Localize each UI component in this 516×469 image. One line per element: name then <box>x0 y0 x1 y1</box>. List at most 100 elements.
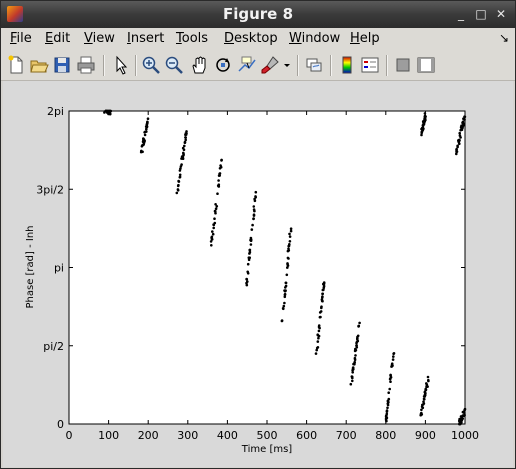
window-title: Figure 8 <box>222 5 294 23</box>
data-point <box>247 258 251 262</box>
data-point <box>391 358 395 361</box>
edit-plot-arrow-icon[interactable] <box>111 55 131 75</box>
data-point <box>142 142 145 146</box>
close-button[interactable]: ✕ <box>495 7 507 21</box>
data-point <box>288 243 291 246</box>
data-point <box>462 414 466 418</box>
y-tick-label: 2pi <box>47 105 64 118</box>
data-point <box>420 413 424 416</box>
x-tick-label: 500 <box>257 429 278 442</box>
data-point <box>245 283 249 287</box>
x-axis-label: Time [ms] <box>241 444 293 455</box>
data-point <box>426 375 430 379</box>
legend-icon[interactable] <box>360 55 380 75</box>
toolbar-separator <box>297 55 299 76</box>
data-point <box>316 346 320 349</box>
data-point <box>385 416 389 420</box>
data-point <box>282 307 285 311</box>
data-point <box>424 391 427 395</box>
zoom-out-icon[interactable] <box>164 55 184 75</box>
data-point <box>385 419 388 423</box>
data-point <box>459 418 462 422</box>
x-tick-label: 800 <box>375 429 396 442</box>
print-icon[interactable] <box>76 55 96 75</box>
data-point <box>220 158 223 162</box>
zoom-in-icon[interactable] <box>141 55 161 75</box>
y-axis-label: Phase [rad] - Inh <box>25 225 36 308</box>
colorbar-icon[interactable] <box>337 55 357 75</box>
pan-hand-icon[interactable] <box>189 55 209 75</box>
maximize-button[interactable]: □ <box>475 7 487 21</box>
data-point <box>252 205 256 208</box>
menu-insert[interactable]: Insert <box>127 31 165 46</box>
menu-window[interactable]: Window <box>289 31 341 46</box>
plot-svg: 0 100 200 300 400 500 600 700 800 900 1000 0 pi/2 pi 3… <box>25 105 479 455</box>
menu-help[interactable]: Help <box>350 31 380 46</box>
data-point <box>421 120 425 123</box>
x-tick-label: 400 <box>217 429 238 442</box>
menu-view[interactable]: View <box>84 31 115 46</box>
menu-tools[interactable]: Tools <box>176 31 209 46</box>
open-file-icon[interactable] <box>29 55 49 75</box>
data-point <box>463 118 466 121</box>
link-plot-icon[interactable] <box>304 55 324 75</box>
data-point <box>219 165 223 169</box>
x-tick-label: 100 <box>98 429 119 442</box>
data-cursor-icon[interactable] <box>237 55 257 75</box>
matlab-app-icon <box>7 6 23 22</box>
dropdown-arrow-icon[interactable] <box>282 55 292 75</box>
menu-file[interactable]: File <box>10 31 32 46</box>
data-point <box>252 213 256 216</box>
data-point <box>178 169 182 172</box>
menu-edit[interactable]: Edit <box>45 31 71 46</box>
brush-icon[interactable] <box>260 55 280 75</box>
data-point <box>461 124 465 128</box>
y-tick-label: pi/2 <box>43 340 64 353</box>
data-point <box>145 127 148 131</box>
data-point <box>386 406 389 410</box>
data-point <box>181 155 185 159</box>
data-point <box>217 183 221 186</box>
data-point <box>216 192 219 195</box>
data-point <box>248 256 251 259</box>
data-point <box>459 128 462 132</box>
data-point <box>214 211 217 215</box>
rotate-3d-icon[interactable] <box>213 55 233 75</box>
x-tick-label: 200 <box>138 429 159 442</box>
axes-background[interactable] <box>68 110 466 425</box>
scatter-points <box>103 109 467 426</box>
data-point <box>183 140 187 144</box>
title-bar[interactable]: Figure 8 _ □ ✕ <box>1 1 515 28</box>
data-point <box>390 365 393 368</box>
data-point <box>177 179 180 183</box>
dock-arrow-icon[interactable]: ↘ <box>499 31 510 45</box>
data-point <box>182 151 185 155</box>
data-point <box>184 133 188 136</box>
x-tick-label: 1000 <box>451 429 479 442</box>
data-point <box>320 299 324 303</box>
save-icon[interactable] <box>52 55 72 75</box>
x-tick-label: 600 <box>296 429 317 442</box>
hide-plot-tools-icon[interactable] <box>393 55 413 75</box>
data-point <box>422 122 425 125</box>
data-point <box>319 310 323 313</box>
data-point <box>463 407 467 411</box>
minimize-button[interactable]: _ <box>458 7 464 21</box>
data-point <box>420 127 424 131</box>
data-point <box>317 334 321 338</box>
data-point <box>356 335 359 339</box>
new-figure-icon[interactable] <box>6 55 26 75</box>
data-point <box>355 340 359 344</box>
show-plot-tools-icon[interactable] <box>416 55 436 75</box>
data-point <box>350 375 354 379</box>
data-point <box>177 183 180 187</box>
data-point <box>318 326 321 330</box>
data-point <box>388 387 392 391</box>
data-point <box>254 190 258 194</box>
data-point <box>458 139 461 142</box>
data-point <box>286 249 290 253</box>
data-point <box>317 336 320 340</box>
menu-desktop[interactable]: Desktop <box>224 31 278 46</box>
data-point <box>143 133 147 137</box>
data-point <box>282 304 286 308</box>
